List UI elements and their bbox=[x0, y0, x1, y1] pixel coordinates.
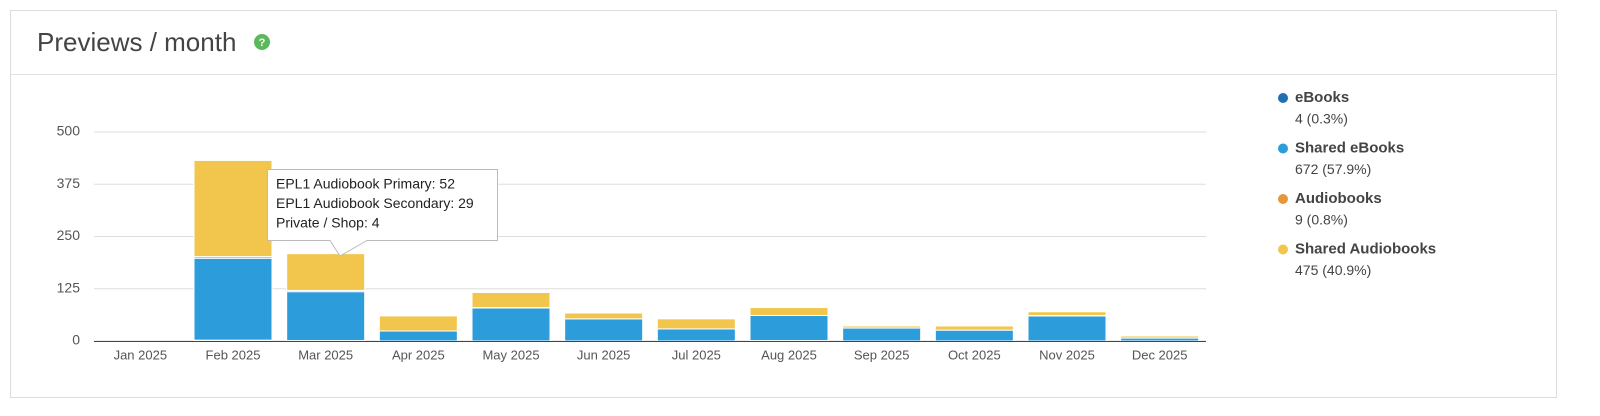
x-tick-label: Sep 2025 bbox=[854, 347, 910, 362]
x-tick-label: Apr 2025 bbox=[392, 347, 445, 362]
bar-segment bbox=[193, 159, 273, 258]
x-tick-label: May 2025 bbox=[482, 347, 539, 362]
bar-segment bbox=[193, 257, 273, 341]
bar-segment bbox=[749, 315, 829, 342]
bar-segment bbox=[286, 253, 366, 291]
legend-value: 475 (40.9%) bbox=[1295, 262, 1371, 278]
bar-segment bbox=[1027, 311, 1107, 317]
y-tick-label: 250 bbox=[57, 227, 81, 243]
bar-segment bbox=[934, 329, 1014, 342]
y-tick-label: 0 bbox=[72, 332, 80, 348]
bar-segment bbox=[286, 291, 366, 342]
help-icon[interactable] bbox=[254, 34, 270, 50]
legend-value: 672 (57.9%) bbox=[1295, 161, 1371, 177]
x-tick-label: Aug 2025 bbox=[761, 347, 817, 362]
bar-segment bbox=[934, 325, 1014, 331]
bar-segment bbox=[842, 327, 922, 342]
legend-label: Shared Audiobooks bbox=[1295, 240, 1436, 257]
legend-label: Shared eBooks bbox=[1295, 139, 1404, 156]
legend-marker bbox=[1278, 143, 1288, 154]
tooltip-line: Private / Shop: 4 bbox=[276, 215, 380, 231]
bar-segment bbox=[471, 292, 551, 309]
tooltip-line: EPL1 Audiobook Secondary: 29 bbox=[276, 195, 474, 211]
bar-segment bbox=[842, 325, 922, 329]
y-tick-label: 500 bbox=[57, 123, 81, 139]
y-tick-label: 375 bbox=[57, 175, 81, 191]
tooltip: EPL1 Audiobook Primary: 52 EPL1 Audiobook… bbox=[267, 169, 498, 257]
legend-label: Audiobooks bbox=[1295, 190, 1382, 207]
x-tick-label: Mar 2025 bbox=[298, 347, 353, 362]
x-tick-label: Jul 2025 bbox=[672, 347, 721, 362]
legend-label: eBooks bbox=[1295, 89, 1349, 106]
legend-value: 4 (0.3%) bbox=[1295, 111, 1348, 127]
bar-segment bbox=[656, 318, 736, 330]
legend-marker bbox=[1278, 244, 1288, 255]
plot: 0 125 250 375 500 Jan 2025 Feb 2025 Mar 2025 Apr… bbox=[57, 123, 1206, 362]
bar-segment bbox=[378, 330, 458, 342]
x-tick-label: Jun 2025 bbox=[577, 347, 631, 362]
legend-marker bbox=[1278, 93, 1288, 103]
bar-segment bbox=[1120, 335, 1200, 339]
x-tick-label: Feb 2025 bbox=[206, 347, 261, 362]
tooltip-box bbox=[267, 169, 498, 257]
bar-segment bbox=[471, 307, 551, 342]
x-tick-label: Nov 2025 bbox=[1039, 347, 1095, 362]
bar-segment bbox=[564, 318, 644, 342]
bar-segment bbox=[656, 328, 736, 342]
x-tick-label: Jan 2025 bbox=[114, 347, 168, 362]
chart-title: Previews / month bbox=[37, 27, 236, 57]
bar-segment bbox=[1027, 315, 1107, 342]
tooltip-line: EPL1 Audiobook Primary: 52 bbox=[276, 176, 455, 192]
help-icon-glyph[interactable]: ? bbox=[259, 37, 266, 49]
bar-segment bbox=[378, 315, 458, 332]
x-tick-label: Dec 2025 bbox=[1132, 347, 1188, 362]
y-tick-label: 125 bbox=[57, 279, 81, 295]
legend-value: 9 (0.8%) bbox=[1295, 212, 1348, 228]
bar-segment bbox=[749, 307, 829, 317]
legend-marker bbox=[1278, 194, 1288, 204]
x-tick-label: Oct 2025 bbox=[948, 347, 1001, 362]
bar-segment bbox=[564, 312, 644, 320]
